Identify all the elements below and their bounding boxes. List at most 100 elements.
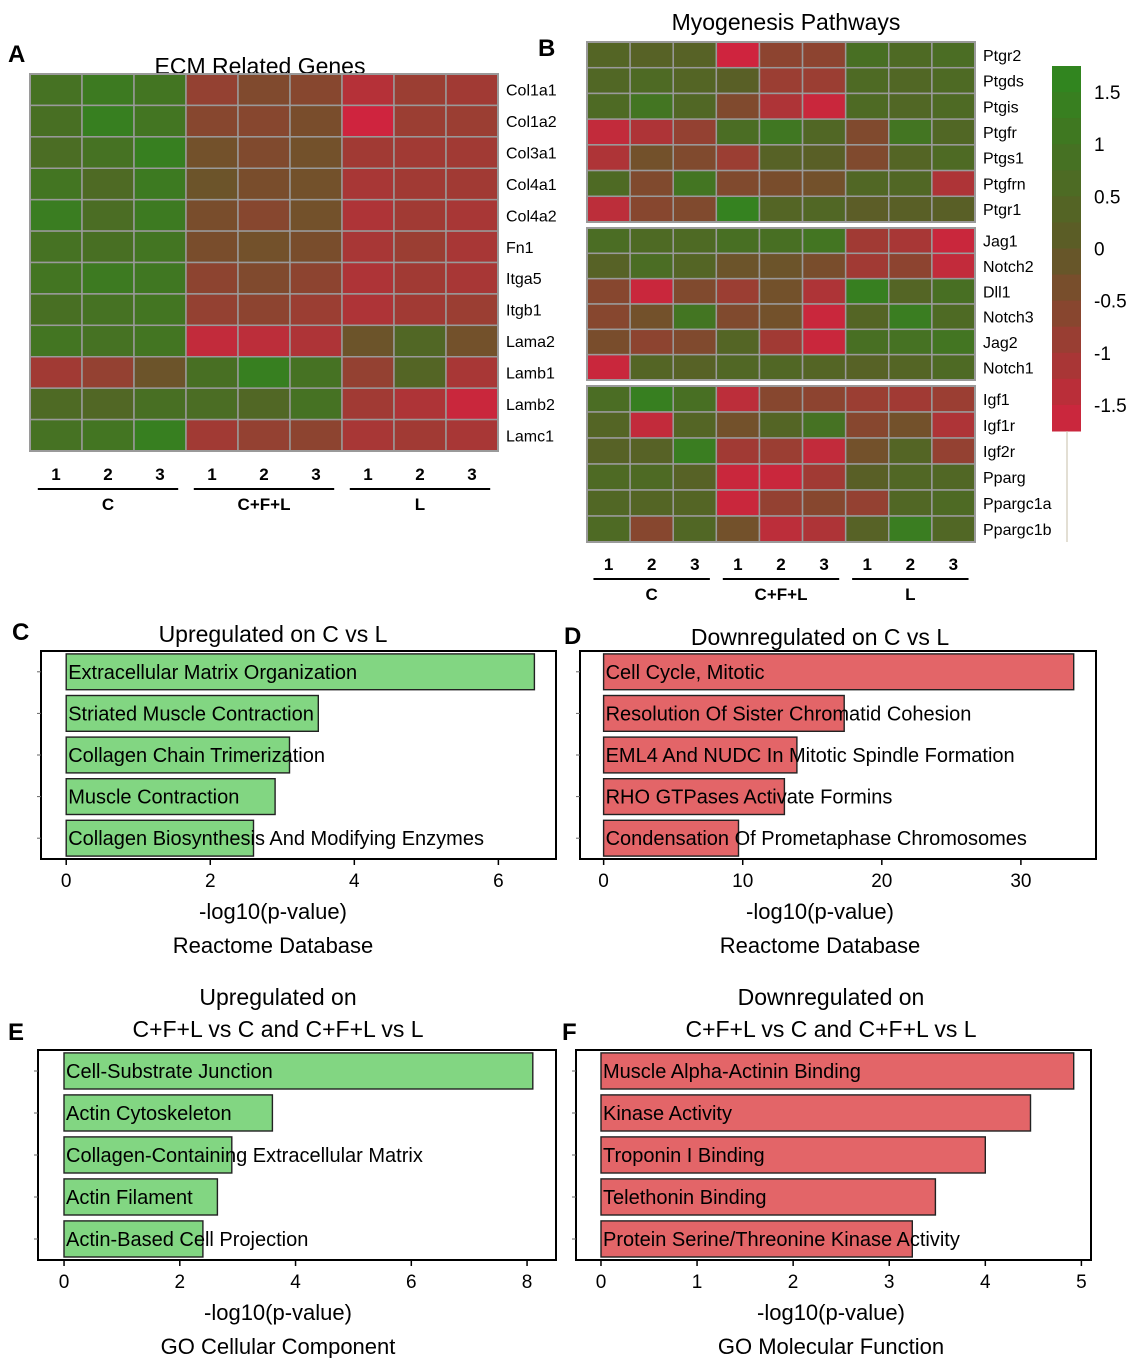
bar-label: Condensation Of Prometaphase Chromosomes (606, 828, 1027, 850)
column-label: 3 (949, 555, 958, 574)
heatmap-cell (931, 118, 976, 146)
x-tick-label: 20 (871, 871, 892, 892)
heatmap-cell (81, 167, 135, 201)
heatmap-cell (672, 411, 718, 439)
group-label: C (102, 495, 114, 514)
heatmap-cell (185, 230, 239, 264)
x-tick-label: 0 (596, 1272, 607, 1293)
gene-label: Ptgr1 (983, 202, 1021, 219)
heatmap-cell (888, 195, 933, 223)
bar-chart-c: Upregulated on C vs L Extracellular Matri… (37, 621, 557, 958)
heatmap-cell (629, 195, 674, 223)
heatmap-cell (715, 328, 761, 356)
gene-label: Lamc1 (506, 428, 554, 445)
panel-label-a: A (8, 41, 25, 68)
heatmap-cell (715, 437, 761, 465)
heatmap-cell (185, 418, 239, 452)
heatmap-cell (672, 303, 718, 331)
heatmap-cell (289, 73, 343, 107)
x-tick-label: 6 (406, 1272, 417, 1293)
heatmap-cell (629, 169, 674, 198)
heatmap-cell (629, 411, 674, 439)
gene-label: Ptgds (983, 74, 1024, 91)
x-tick-label: 4 (980, 1272, 991, 1293)
heatmap-cell (844, 41, 890, 69)
heatmap-cell (29, 136, 83, 170)
gene-label: Col4a2 (506, 208, 557, 225)
heatmap-cell (586, 515, 631, 543)
heatmap-cell (715, 227, 761, 255)
heatmap-cell (931, 92, 976, 120)
heatmap-cell (629, 353, 674, 381)
heatmap-cell (844, 463, 890, 491)
heatmap-cell (586, 92, 631, 120)
gene-label: Jag1 (983, 234, 1018, 251)
heatmap-cell (445, 387, 499, 421)
bar-label: Collagen-Containing Extracellular Matrix (66, 1145, 423, 1167)
heatmap-cell (844, 227, 890, 255)
heatmap-cell (289, 167, 343, 201)
heatmap-cell (81, 418, 135, 452)
heatmap-cell (715, 41, 761, 69)
heatmap-cell (844, 515, 890, 543)
heatmap-cell (341, 356, 395, 389)
heatmap-cell (237, 167, 291, 201)
heatmap-cell (801, 303, 847, 331)
heatmap-cell (629, 66, 674, 95)
gene-label: Ptgs1 (983, 151, 1024, 168)
gene-label: Igf2r (983, 444, 1016, 461)
heatmap-cell (29, 324, 83, 358)
gene-label: Ptgis (983, 99, 1019, 116)
heatmap-cell (586, 227, 631, 255)
heatmap-cell (931, 328, 976, 356)
bar (602, 778, 786, 816)
heatmap-cell (289, 104, 343, 138)
heatmap-cell (758, 144, 804, 172)
gene-label: Col1a2 (506, 114, 557, 131)
heatmap-cell (445, 73, 499, 107)
heatmap-cell (29, 293, 83, 327)
heatmap-cell (844, 118, 890, 146)
heatmap-cell (133, 230, 187, 264)
column-label: 3 (690, 555, 699, 574)
group-label: L (905, 585, 915, 604)
gene-label: Ptgfr (983, 125, 1017, 142)
colorbar-tick-label: 1.5 (1094, 83, 1120, 104)
panel-label-c: C (12, 619, 29, 646)
colorbar-segment (1052, 144, 1081, 171)
colorbar-segment (1052, 170, 1081, 197)
heatmap-cell (29, 167, 83, 201)
bar (65, 778, 276, 816)
bar (600, 1094, 1032, 1132)
bar (602, 653, 1075, 691)
heatmap-cell (237, 104, 291, 138)
colorbar-segment (1052, 352, 1081, 380)
bar (65, 653, 536, 691)
heatmap-cell (393, 73, 447, 107)
heatmap-cell (81, 324, 135, 358)
heatmap-cell (801, 328, 847, 356)
heatmap-cell (133, 356, 187, 389)
heatmap-cell (393, 293, 447, 327)
heatmap-cell (672, 227, 718, 255)
heatmap-cell (931, 66, 976, 95)
heatmap-cell (341, 104, 395, 138)
heatmap-cell (801, 41, 847, 69)
heatmap-cell (758, 66, 804, 95)
heatmap-cell (185, 261, 239, 295)
heatmap-cell (586, 385, 631, 413)
heatmap-cell (801, 252, 847, 280)
heatmap-cell (758, 118, 804, 146)
bar (65, 819, 255, 857)
heatmap-cell (629, 515, 674, 543)
heatmap-myogenesis: Myogenesis Pathways Ptgr2 Ptgds Ptgis Ptgfr P… (586, 9, 1052, 604)
heatmap-cell (237, 136, 291, 170)
heatmap-cell (133, 324, 187, 358)
heatmap-cell (289, 261, 343, 295)
heatmap-cell (29, 198, 83, 232)
colorbar-segment (1052, 248, 1081, 276)
heatmap-block-border (586, 385, 976, 543)
group-label: C+F+L (238, 495, 291, 514)
x-tick-label: 0 (598, 871, 609, 892)
heatmap-cell (758, 328, 804, 356)
